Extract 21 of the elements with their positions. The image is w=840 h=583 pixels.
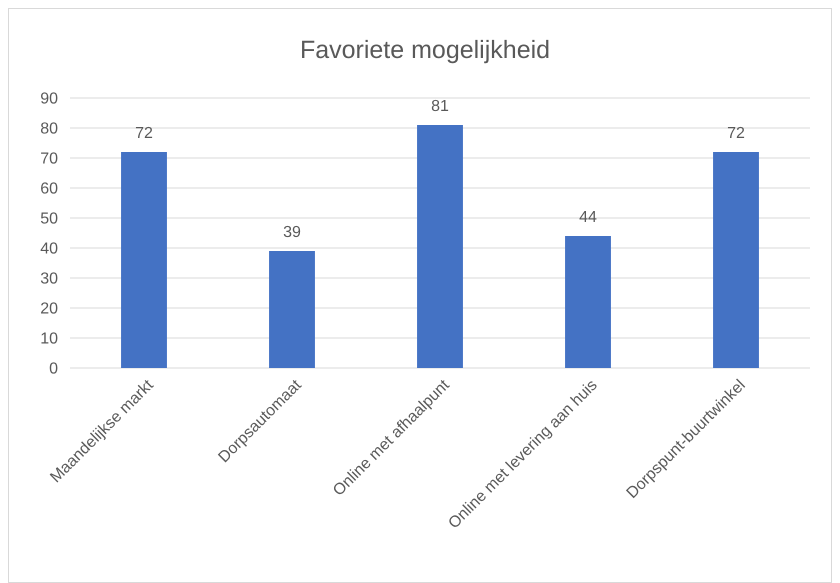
y-tick-label: 10: [40, 330, 58, 348]
bar: [269, 251, 315, 368]
y-tick-label: 40: [40, 240, 58, 258]
data-label: 44: [579, 209, 597, 226]
y-tick-label: 60: [40, 180, 58, 198]
data-label: 39: [283, 224, 301, 241]
y-tick-label: 20: [40, 300, 58, 318]
bar: [713, 152, 759, 368]
y-tick-label: 50: [40, 210, 58, 228]
y-tick-label: 80: [40, 120, 58, 138]
y-tick-label: 0: [49, 360, 58, 378]
data-label: 72: [135, 125, 153, 142]
chart-title: Favoriete mogelijkheid: [300, 36, 550, 64]
data-label: 72: [727, 125, 745, 142]
data-label: 81: [431, 98, 449, 115]
y-tick-label: 90: [40, 90, 58, 108]
bar: [417, 125, 463, 368]
bar: [565, 236, 611, 368]
y-tick-label: 30: [40, 270, 58, 288]
y-tick-label: 70: [40, 150, 58, 168]
bar: [121, 152, 167, 368]
